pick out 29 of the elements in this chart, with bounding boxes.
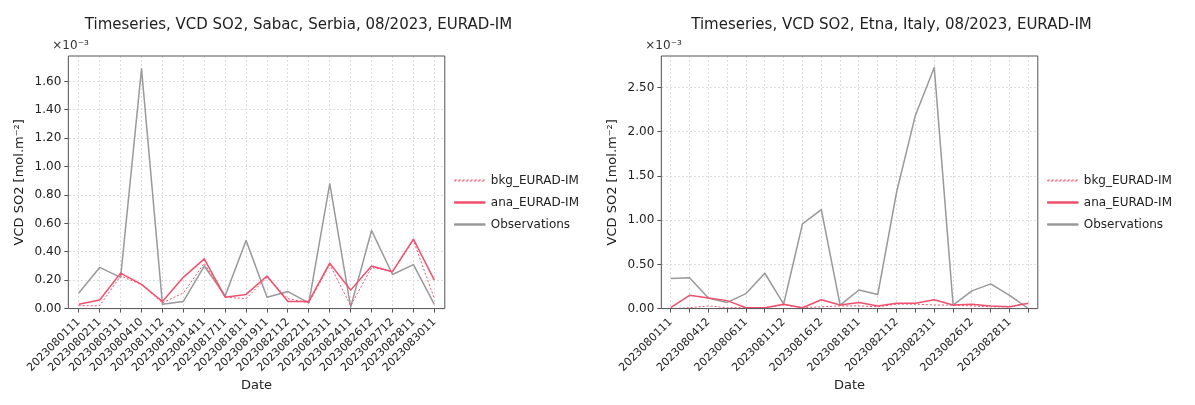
x-axis-title: Date — [241, 376, 273, 392]
y-tick-label: 0.00 — [34, 300, 62, 315]
legend-label: Observations — [1083, 216, 1164, 231]
x-axis-title: Date — [834, 376, 866, 392]
y-tick-label: 2.50 — [627, 79, 655, 94]
y-tick-label: 0.50 — [627, 256, 655, 271]
y-axis-title: VCD SO2 [mol.m⁻²] — [11, 119, 27, 246]
y-axis-title: VCD SO2 [mol.m⁻²] — [604, 119, 620, 246]
text: ×10⁻³ — [645, 38, 682, 53]
legend-label: Observations — [490, 216, 571, 231]
y-tick-label: 0.00 — [627, 300, 655, 315]
y-tick-label: 0.60 — [34, 215, 62, 230]
y-tick-label: 1.00 — [34, 158, 62, 173]
chart-title: Timeseries, VCD SO2, Etna, Italy, 08/2023, EURAD-IM — [690, 14, 1092, 33]
legend-label: ana_EURAD-IM — [1083, 194, 1172, 209]
y-tick-label: 0.20 — [34, 272, 62, 287]
legend-label: bkg_EURAD-IM — [490, 172, 579, 187]
legend-label: ana_EURAD-IM — [490, 194, 579, 209]
y-tick-label: 1.40 — [34, 102, 62, 117]
legend-label: bkg_EURAD-IM — [1083, 172, 1172, 187]
y-tick-label: 1.60 — [34, 73, 62, 88]
y-tick-label: 2.00 — [627, 124, 655, 139]
y-tick-label: 1.20 — [34, 130, 62, 145]
y-tick-label: 1.50 — [627, 168, 655, 183]
y-tick-label: 0.80 — [34, 187, 62, 202]
y-tick-label: 0.40 — [34, 243, 62, 258]
chart-title: Timeseries, VCD SO2, Sabac, Serbia, 08/2023, EURAD-IM — [83, 14, 513, 33]
y-tick-label: 1.00 — [627, 212, 655, 227]
text: ×10⁻³ — [52, 38, 89, 53]
